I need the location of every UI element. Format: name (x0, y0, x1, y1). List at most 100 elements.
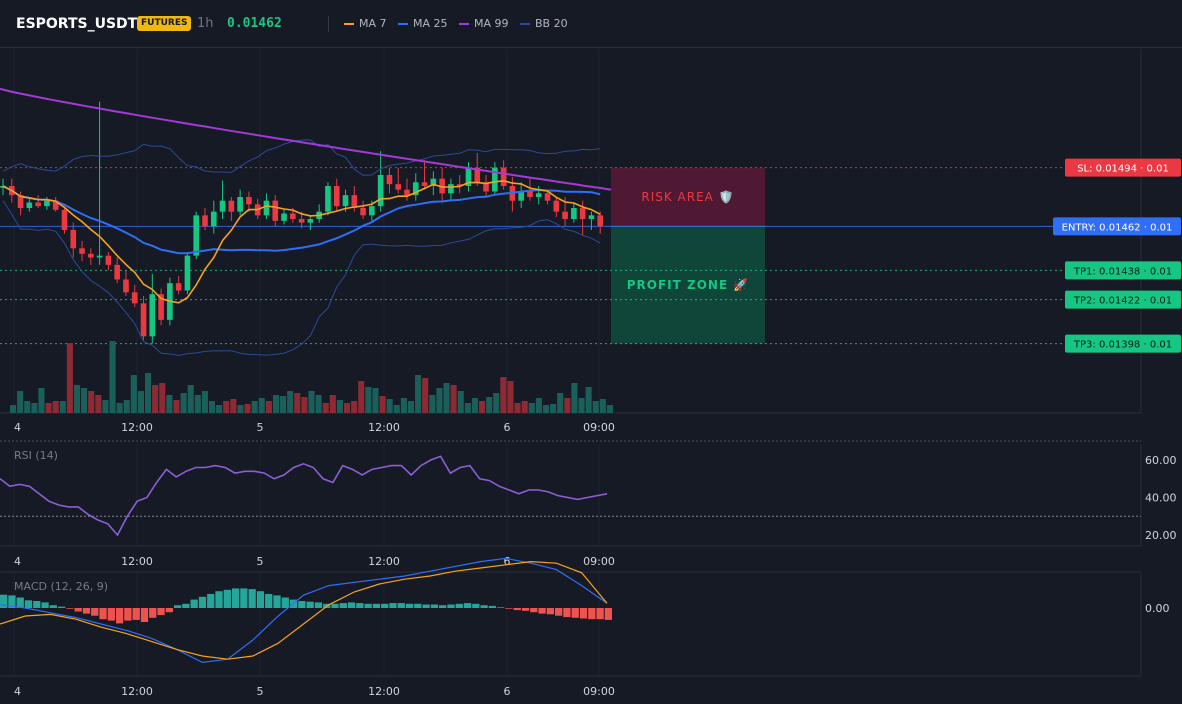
legend-ma7[interactable]: MA 7 (344, 16, 387, 32)
legend-label: MA 99 (474, 17, 509, 30)
x-tick-label: 12:00 (368, 555, 400, 568)
macd-histogram-bar (339, 603, 347, 608)
candle-body (588, 215, 595, 219)
macd-histogram-bar (91, 608, 99, 616)
candle-body (597, 215, 604, 227)
ma7-line (2, 179, 601, 304)
volume-bar (521, 401, 528, 413)
volume-bar (329, 395, 336, 413)
macd-histogram-bar (430, 604, 439, 608)
macd-histogram-bar (49, 605, 57, 608)
timeframe-selector[interactable]: 1h (197, 16, 214, 31)
volume-bar (351, 401, 358, 413)
volume-bar (109, 341, 116, 413)
macd-histogram-bar (488, 605, 497, 608)
volume-bar (372, 388, 379, 413)
macd-histogram-bar (604, 608, 612, 620)
candle-body (105, 255, 112, 265)
macd-histogram-bar (57, 606, 66, 608)
x-tick-label: 4 (14, 421, 21, 434)
risk-zone-label: RISK AREA 🛡️ (641, 190, 734, 204)
macd-histogram-bar (563, 608, 571, 618)
candle-body (26, 202, 33, 208)
macd-histogram-bar (571, 608, 579, 618)
macd-histogram-bar (497, 607, 505, 608)
volume-bar (52, 401, 59, 413)
macd-histogram-bar (248, 589, 256, 608)
price-line-tag (1065, 158, 1181, 177)
macd-histogram-bar (281, 597, 289, 608)
macd-histogram-bar (231, 588, 240, 608)
macd-histogram-bar (265, 594, 273, 608)
legend-ma99[interactable]: MA 99 (459, 16, 509, 32)
candle-body (17, 195, 24, 208)
macd-histogram-bar (314, 602, 323, 608)
candle-body (430, 178, 437, 186)
volume-bar (443, 383, 450, 413)
volume-bar (73, 385, 81, 413)
candle-body (439, 178, 445, 194)
header-divider (328, 16, 329, 32)
profit-zone-label: PROFIT ZONE 🚀 (627, 278, 750, 292)
candle-body (298, 219, 305, 223)
legend-swatch (344, 23, 354, 25)
volume-bar (571, 383, 578, 413)
macd-histogram-bar (588, 608, 596, 620)
volume-bar (166, 395, 173, 413)
volume-bar (137, 391, 145, 413)
candle-body (474, 167, 481, 183)
candle-body (404, 189, 410, 196)
macd-histogram-bar (0, 594, 8, 608)
profit-zone (611, 226, 765, 344)
symbol-name[interactable]: ESPORTS_USDT (16, 16, 138, 32)
rsi-y-tick: 20.00 (1145, 529, 1177, 542)
volume-bar (95, 395, 102, 413)
macd-histogram-bar (546, 608, 555, 615)
legend-bb20[interactable]: BB 20 (520, 16, 568, 32)
volume-bar (542, 405, 550, 413)
volume-bar (194, 395, 201, 413)
volume-bar (152, 385, 159, 413)
volume-bar (599, 399, 606, 413)
candle-body (465, 167, 472, 186)
candle-body (237, 197, 243, 212)
x-tick-label: 4 (14, 685, 21, 698)
macd-histogram-bar (356, 603, 364, 608)
volume-bar (31, 403, 38, 413)
candle-body (114, 264, 120, 280)
volume-bar (486, 397, 493, 413)
volume-bar (592, 401, 599, 413)
candle-body (492, 167, 498, 192)
candle-body (377, 175, 384, 207)
chart-canvas[interactable]: RISK AREA 🛡️ PROFIT ZONE 🚀 SL: 0.01494 · 0… (0, 48, 1182, 704)
x-tick-label: 09:00 (583, 555, 615, 568)
macd-histogram-bar (347, 602, 356, 608)
candle-body (421, 182, 428, 186)
volume-bar (258, 398, 265, 413)
candle-body (246, 197, 252, 205)
candle-body (535, 193, 542, 197)
volume-bar (315, 395, 322, 413)
volume-bar (429, 395, 436, 413)
macd-histogram-bar (66, 608, 74, 609)
price-line-label: SL: 0.01494 · 0.01 (1077, 164, 1169, 175)
legend-ma25[interactable]: MA 25 (398, 16, 448, 32)
macd-histogram-bar (513, 608, 521, 611)
macd-line (0, 557, 608, 664)
macd-histogram-bar (115, 608, 124, 624)
volume-bar (272, 395, 280, 413)
volume-bar (379, 396, 386, 413)
x-tick-label: 4 (14, 555, 21, 568)
x-tick-label: 5 (257, 685, 264, 698)
candle-body (35, 202, 41, 207)
volume-bar (280, 396, 287, 413)
ma25-line (2, 185, 601, 255)
volume-bar (159, 383, 166, 413)
macd-title: MACD (12, 26, 9) (14, 580, 108, 593)
candle-body (263, 200, 270, 216)
volume-bar (436, 388, 443, 413)
candle-body (202, 215, 208, 227)
volume-bar (471, 398, 478, 413)
macd-histogram-bar (381, 603, 389, 608)
macd-histogram-bar (372, 603, 381, 608)
